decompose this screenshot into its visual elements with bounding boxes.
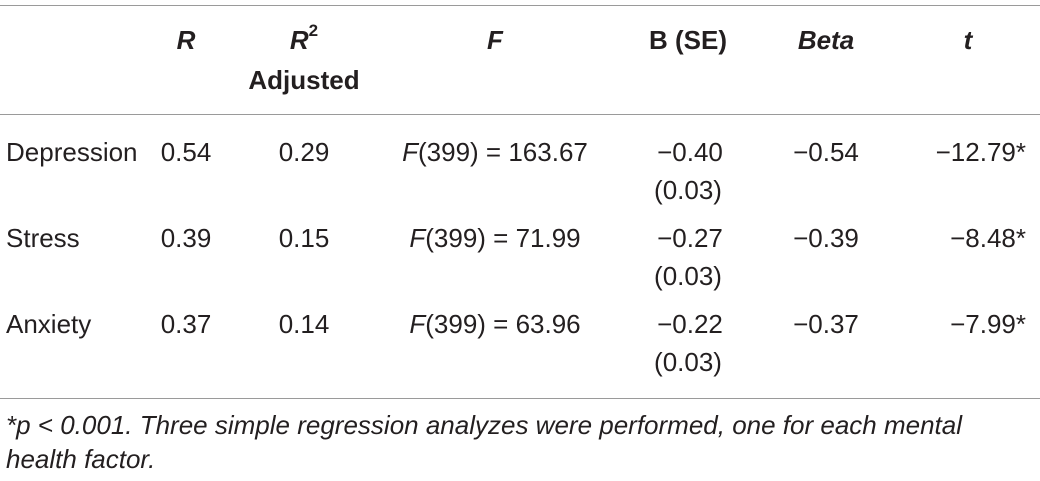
cell-f-value: (399) = 163.67 (418, 137, 588, 167)
cell-b-anxiety: −0.22 (657, 309, 723, 339)
cell-t-depression: −12.79* (935, 137, 1026, 167)
table-bottom-rule (0, 398, 1040, 399)
cell-f-stress: F(399) = 71.99 (409, 220, 580, 257)
table-top-rule (0, 5, 1040, 6)
cell-f-symbol: F (409, 223, 426, 253)
cell-r-anxiety: 0.37 (160, 309, 212, 339)
cell-f-symbol: F (402, 137, 419, 167)
cell-b-stress: −0.27 (657, 223, 723, 253)
cell-r-stress: 0.39 (160, 223, 212, 253)
header-r2-base: R (289, 25, 309, 55)
header-bottom-rule (0, 114, 1040, 115)
header-f: F (487, 25, 503, 55)
cell-f-value: (399) = 63.96 (425, 309, 581, 339)
cell-r-depression: 0.54 (160, 137, 212, 167)
cell-beta-depression: −0.54 (793, 137, 859, 167)
cell-f-depression: F(399) = 163.67 (402, 134, 588, 171)
row-label-depression: Depression (6, 137, 138, 167)
header-t: t (963, 25, 973, 55)
header-r: R (176, 25, 196, 55)
cell-beta-stress: −0.39 (793, 223, 859, 253)
row-label-stress: Stress (6, 223, 80, 253)
cell-r2-stress: 0.15 (278, 223, 330, 253)
header-r2-adjusted-label: Adjusted (248, 65, 360, 95)
cell-beta-anxiety: −0.37 (793, 309, 859, 339)
cell-f-anxiety: F(399) = 63.96 (409, 306, 580, 343)
cell-t-anxiety: −7.99* (950, 309, 1026, 339)
cell-se-anxiety: (0.03) (654, 347, 722, 377)
cell-se-stress: (0.03) (654, 261, 722, 291)
cell-b-depression: −0.40 (657, 137, 723, 167)
header-b-se: B (SE) (649, 25, 727, 55)
cell-r2-anxiety: 0.14 (278, 309, 330, 339)
cell-se-depression: (0.03) (654, 175, 722, 205)
cell-f-value: (399) = 71.99 (425, 223, 581, 253)
header-r2-adjusted: R2 (290, 22, 318, 59)
cell-f-symbol: F (409, 309, 426, 339)
cell-r2-depression: 0.29 (278, 137, 330, 167)
row-label-anxiety: Anxiety (6, 309, 92, 339)
cell-t-stress: −8.48* (950, 223, 1026, 253)
header-r2-superscript: 2 (308, 21, 319, 41)
table-footnote: *p < 0.001. Three simple regression anal… (6, 410, 963, 474)
header-beta: Beta (797, 25, 855, 55)
